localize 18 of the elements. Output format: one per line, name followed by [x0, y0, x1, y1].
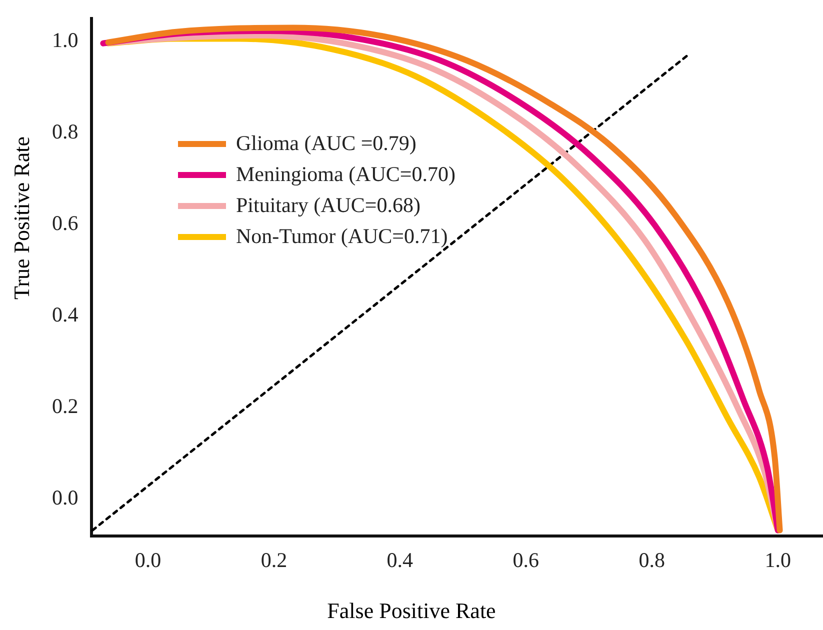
x-tick-label: 1.0: [764, 548, 792, 572]
x-tick-label: 0.4: [386, 548, 414, 572]
legend-label: Pituitary (AUC=0.68): [236, 193, 420, 218]
legend-label: Non-Tumor (AUC=0.71): [236, 224, 448, 249]
legend-label: Meningioma (AUC=0.70): [236, 162, 456, 187]
x-tick-label: 0.6: [512, 548, 540, 572]
x-tick-label: 0.2: [260, 548, 288, 572]
y-tick-label: 0.6: [52, 211, 78, 236]
legend-label: Glioma (AUC =0.79): [236, 131, 416, 156]
y-tick-label: 0.2: [52, 394, 78, 418]
x-axis-title: False Positive Rate: [326, 598, 497, 624]
x-tick-label: 0.8: [638, 548, 666, 572]
x-tick-label: 0.0: [134, 548, 162, 572]
y-axis-title: True Positive Rate: [9, 136, 35, 302]
y-tick-label: 0.4: [52, 302, 79, 327]
y-tick-label: 1.0: [52, 28, 78, 52]
y-tick-label: 0.0: [52, 486, 78, 510]
y-tick-label: 0.8: [52, 120, 78, 144]
